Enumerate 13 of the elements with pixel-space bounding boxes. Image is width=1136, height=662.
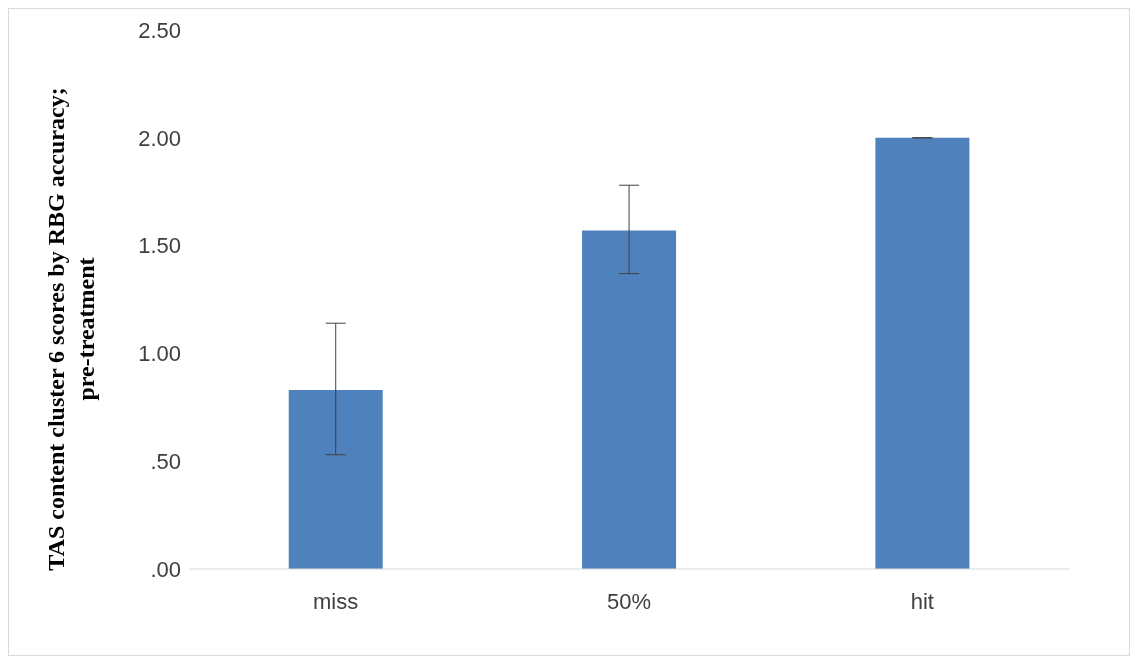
x-tick-label: miss <box>313 588 359 614</box>
x-tick-label: hit <box>910 588 934 614</box>
y-tick-label: 2.00 <box>138 125 181 151</box>
y-tick-label: .00 <box>150 556 181 582</box>
y-tick-label: 1.50 <box>138 233 181 259</box>
y-tick-label: .50 <box>150 449 181 475</box>
y-axis-title: TAS content cluster 6 scores by RBG accuracy; pre-treatment <box>42 86 100 573</box>
x-tick-label: 50% <box>606 588 652 614</box>
bar <box>875 137 970 569</box>
y-tick-label: 2.50 <box>138 17 181 43</box>
y-tick-label: 1.00 <box>138 341 181 367</box>
bar <box>582 230 677 569</box>
bar <box>288 390 383 569</box>
